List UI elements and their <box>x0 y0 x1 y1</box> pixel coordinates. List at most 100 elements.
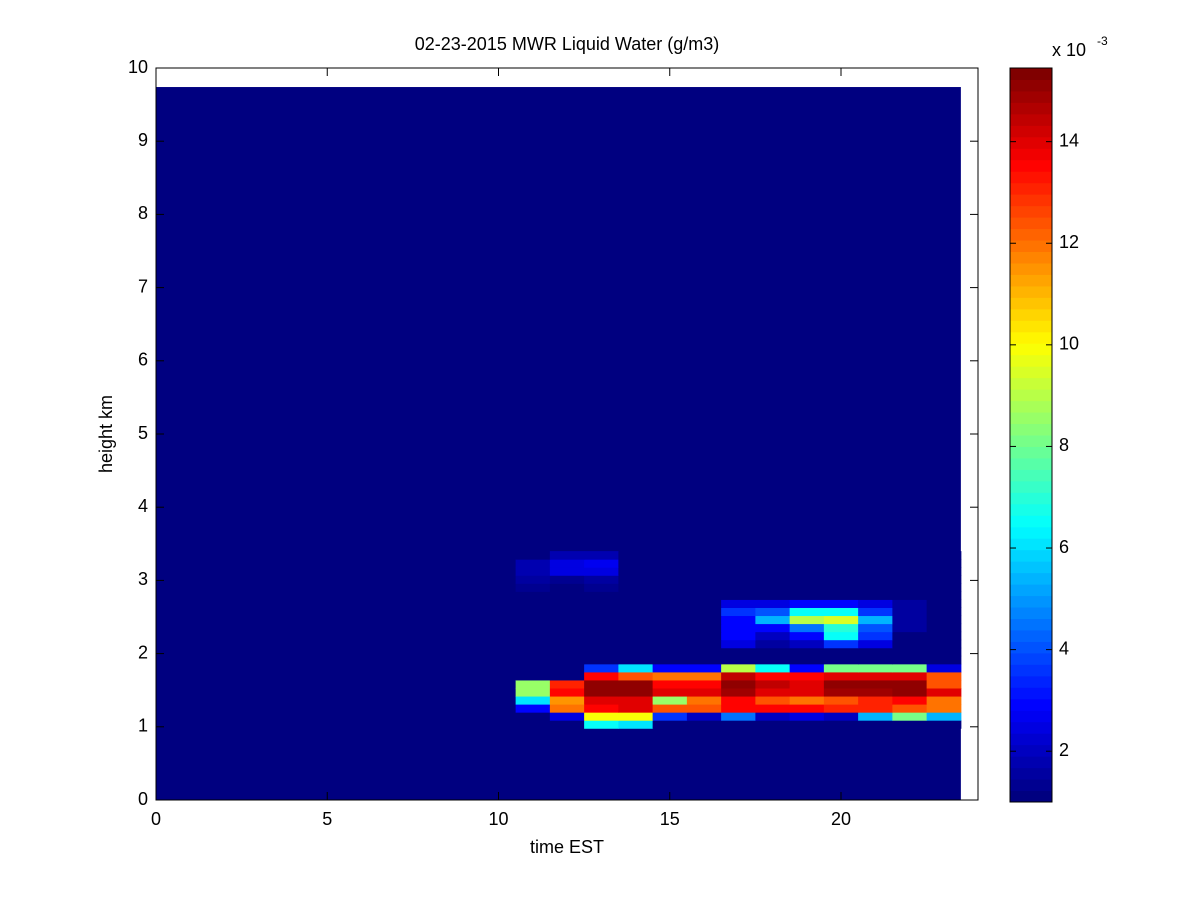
heatmap-cell <box>686 591 722 600</box>
y-tick-label: 10 <box>128 57 148 77</box>
heatmap-cell <box>549 623 585 633</box>
heatmap-cell <box>823 688 859 697</box>
heatmap-cell <box>652 647 688 657</box>
heatmap-cell <box>858 663 893 673</box>
heatmap-cell <box>515 679 551 689</box>
y-tick-label: 6 <box>138 350 148 370</box>
heatmap-cell <box>652 712 688 721</box>
heatmap-cell <box>789 679 825 689</box>
heatmap-cell <box>858 712 893 721</box>
heatmap-cell <box>515 704 551 713</box>
heatmap-cell <box>789 663 825 673</box>
heatmap-cell <box>926 720 962 729</box>
y-tick-label: 8 <box>138 203 148 223</box>
heatmap-cell <box>755 559 791 568</box>
heatmap-cell <box>584 679 619 689</box>
colorbar-band <box>1010 710 1052 723</box>
y-tick-label: 7 <box>138 276 148 296</box>
heatmap-cell <box>618 671 654 681</box>
heatmap-cell <box>515 720 551 729</box>
heatmap-cell <box>686 720 722 729</box>
colorbar-band <box>1010 457 1052 470</box>
heatmap-cell <box>618 688 654 697</box>
heatmap-cell <box>584 663 619 673</box>
heatmap-cell <box>618 615 654 625</box>
heatmap-cell <box>618 663 654 673</box>
heatmap-cell <box>686 647 722 657</box>
heatmap-cell <box>926 615 962 625</box>
colorbar-box <box>1009 67 1053 803</box>
heatmap-cell <box>618 567 654 576</box>
colorbar-multiplier: x 10 <box>1052 40 1086 60</box>
heatmap-cell <box>652 679 688 689</box>
heatmap-cell <box>823 671 859 681</box>
chart-title: 02-23-2015 MWR Liquid Water (g/m3) <box>415 34 719 54</box>
heatmap-cell <box>755 599 791 608</box>
heatmap-cell <box>858 688 893 697</box>
heatmap-cell <box>618 704 654 713</box>
heatmap-cell <box>755 712 791 721</box>
heatmap-cell <box>789 712 825 721</box>
heatmap-cell <box>823 679 859 689</box>
heatmap-cell <box>858 679 893 689</box>
heatmap-cell <box>755 720 791 729</box>
colorbar-band <box>1010 790 1052 803</box>
heatmap-cell <box>618 679 654 689</box>
heatmap-cell <box>789 575 825 584</box>
heatmap-cell <box>584 567 619 576</box>
heatmap-cell <box>652 567 688 576</box>
heatmap-cell <box>686 599 722 608</box>
heatmap-cell <box>584 599 619 608</box>
heatmap-cell <box>755 671 791 681</box>
colorbar-band <box>1010 480 1052 493</box>
heatmap-cell <box>686 712 722 721</box>
colorbar-band <box>1010 584 1052 597</box>
heatmap-cell <box>515 647 551 657</box>
heatmap-cell <box>549 615 585 625</box>
colorbar-band <box>1010 366 1052 379</box>
heatmap-cell <box>823 591 859 600</box>
heatmap-cell <box>549 671 585 681</box>
heatmap-cell <box>652 720 688 729</box>
colorbar-band <box>1010 217 1052 230</box>
heatmap-cell <box>789 704 825 713</box>
heatmap-cell <box>652 671 688 681</box>
heatmap-cell <box>858 647 893 657</box>
y-tick-label: 0 <box>138 789 148 809</box>
heatmap-cell <box>755 655 791 665</box>
heatmap-cell <box>823 639 859 649</box>
heatmap-cell <box>721 591 756 600</box>
heatmap-cell <box>858 639 893 649</box>
heatmap-cell <box>515 623 551 633</box>
heatmap-cell <box>549 704 585 713</box>
heatmap-cell <box>892 696 928 705</box>
heatmap-cell <box>549 712 585 721</box>
heatmap-cell <box>858 671 893 681</box>
heatmap-cell <box>823 696 859 705</box>
heatmap-cell <box>926 663 962 673</box>
heatmap-cell <box>584 704 619 713</box>
colorbar-band <box>1010 618 1052 631</box>
colorbar-band <box>1010 469 1052 482</box>
x-tick-label: 20 <box>831 809 851 829</box>
heatmap-cell <box>584 696 619 705</box>
x-tick-label: 15 <box>660 809 680 829</box>
heatmap-cell <box>892 575 928 584</box>
heatmap-cell <box>686 551 722 560</box>
colorbar-band <box>1010 687 1052 700</box>
heatmap-cell <box>652 575 688 584</box>
heatmap-cell <box>926 599 962 608</box>
heatmap-cell <box>858 567 893 576</box>
heatmap-cell <box>584 688 619 697</box>
heatmap-cell <box>652 615 688 625</box>
colorbar-band <box>1010 652 1052 665</box>
heatmap-cell <box>584 559 619 568</box>
heatmap-cell <box>618 639 654 649</box>
heatmap-cell <box>686 704 722 713</box>
heatmap-cell <box>515 607 551 617</box>
heatmap-cell <box>926 575 962 584</box>
heatmap-cell <box>686 639 722 649</box>
colorbar-band <box>1010 228 1052 241</box>
heatmap-cell <box>549 696 585 705</box>
